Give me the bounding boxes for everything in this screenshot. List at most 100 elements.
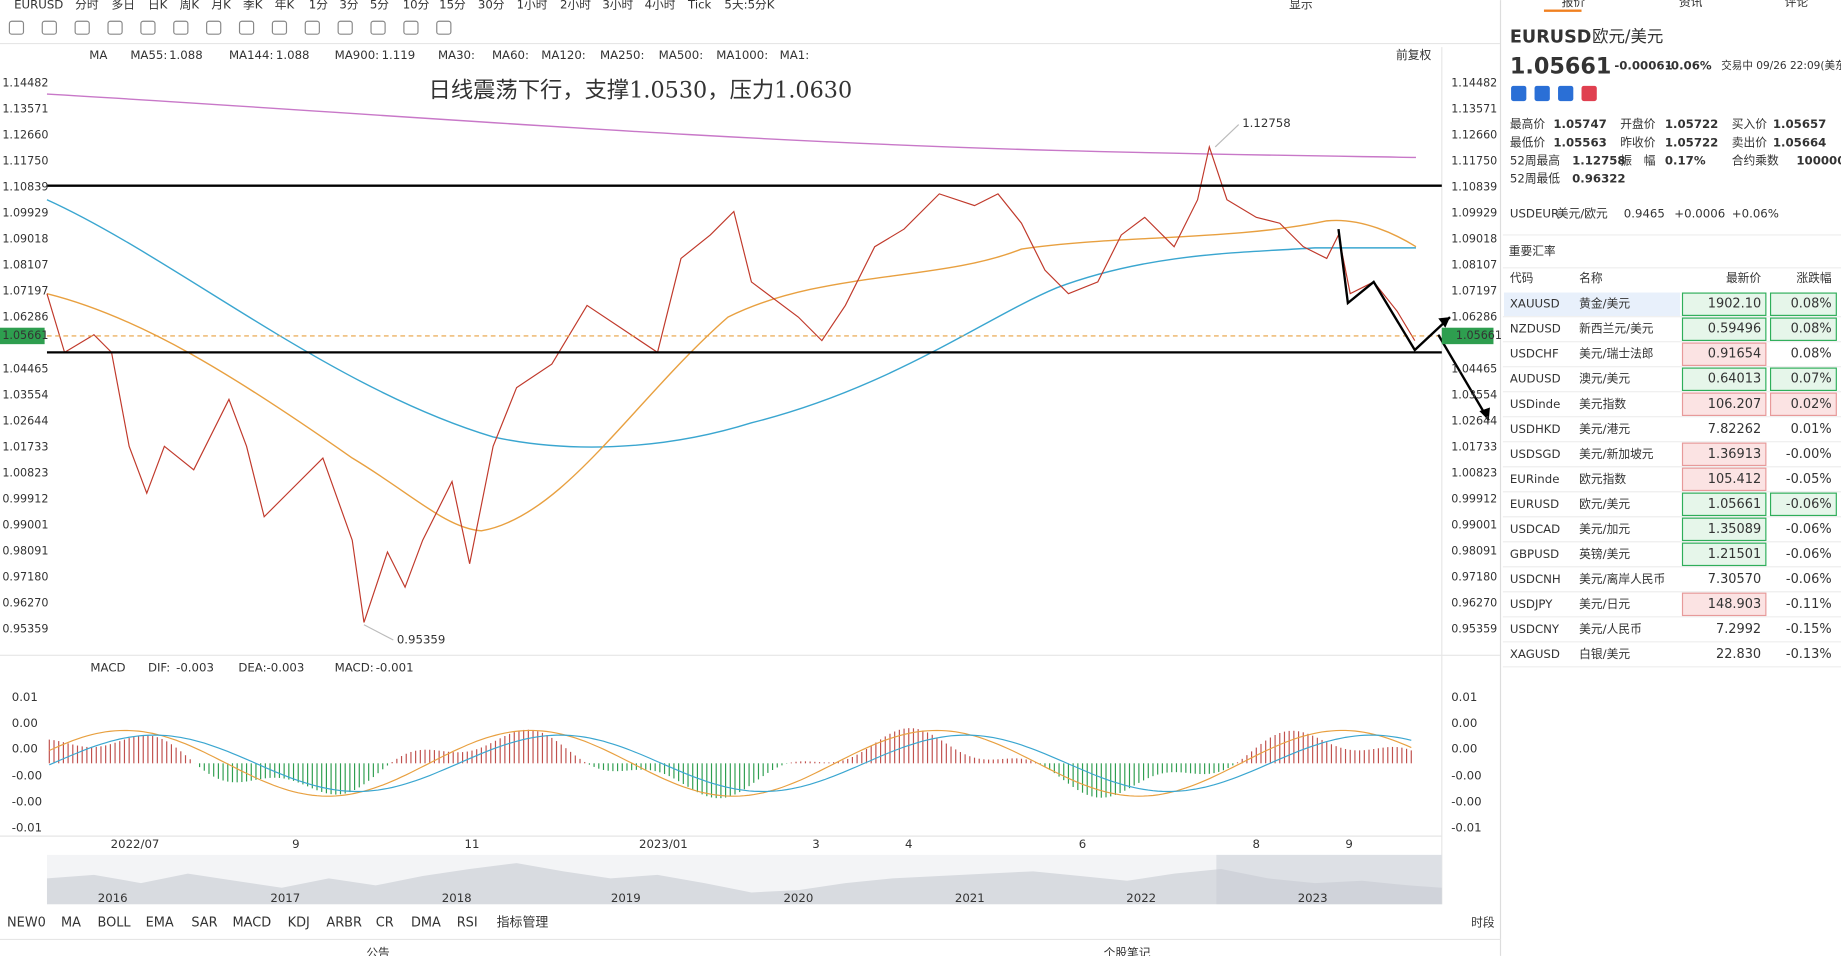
- indicator-tab[interactable]: DMA: [411, 915, 441, 930]
- row-name[interactable]: 澳元/美元: [1579, 372, 1630, 386]
- period-button[interactable]: 1分: [309, 0, 328, 11]
- period-button[interactable]: Tick: [687, 0, 712, 11]
- y-tick-label: 1.00823: [1451, 467, 1497, 480]
- tool-icon[interactable]: [173, 20, 189, 35]
- display-button[interactable]: 显示: [1289, 0, 1313, 11]
- tool-icon[interactable]: [41, 20, 57, 35]
- row-code[interactable]: USDCAD: [1510, 522, 1560, 536]
- row-name[interactable]: 美元/瑞士法郎: [1579, 347, 1653, 361]
- year-label: 2017: [270, 891, 300, 905]
- row-name[interactable]: 美元/新加坡元: [1579, 447, 1654, 461]
- indicator-tab[interactable]: ARBR: [326, 915, 362, 930]
- row-code[interactable]: XAUUSD: [1510, 297, 1560, 311]
- row-name[interactable]: 美元/日元: [1579, 597, 1630, 611]
- indicator-tab[interactable]: KDJ: [288, 915, 310, 930]
- row-code[interactable]: USDCNH: [1510, 572, 1561, 586]
- y-tick-label: 1.04465: [2, 363, 48, 376]
- period-button[interactable]: 10分: [403, 0, 430, 11]
- indicator-tab[interactable]: MA: [61, 915, 81, 930]
- tool-icon[interactable]: [74, 20, 90, 35]
- period-button[interactable]: 5天:5分K: [724, 0, 774, 11]
- tool-icon[interactable]: [107, 20, 123, 35]
- period-button[interactable]: 季K: [243, 0, 263, 11]
- symbol[interactable]: EURUSD: [14, 0, 63, 11]
- indicator-tab[interactable]: CR: [376, 915, 394, 930]
- period-button[interactable]: 3小时: [602, 0, 633, 11]
- period-button[interactable]: 年K: [275, 0, 295, 11]
- panel-tab[interactable]: 报价: [1562, 0, 1586, 9]
- y-tick-label: 1.07197: [2, 285, 48, 298]
- row-code[interactable]: EURUSD: [1510, 497, 1559, 511]
- panel-tab[interactable]: 资讯: [1679, 0, 1703, 9]
- period-button[interactable]: 3分: [339, 0, 358, 11]
- share-icon[interactable]: [1511, 85, 1527, 102]
- period-button[interactable]: 日K: [148, 0, 168, 11]
- indicator-tab[interactable]: RSI: [457, 915, 478, 930]
- indicator-tab[interactable]: EMA: [146, 915, 174, 930]
- period-button[interactable]: 2小时: [560, 0, 591, 11]
- indicator-tab[interactable]: SAR: [191, 915, 217, 930]
- tool-icon[interactable]: [140, 20, 156, 35]
- period-button[interactable]: 1小时: [517, 0, 548, 11]
- period-button[interactable]: 时段: [1471, 915, 1495, 929]
- tool-icon[interactable]: [403, 20, 419, 35]
- share-icon[interactable]: [1534, 85, 1550, 102]
- share-icon[interactable]: [1558, 85, 1574, 102]
- stat-label: 开盘价: [1620, 117, 1655, 131]
- row-name[interactable]: 欧元/美元: [1579, 497, 1630, 511]
- tool-icon[interactable]: [271, 20, 288, 35]
- period-button[interactable]: 4小时: [645, 0, 676, 11]
- row-name[interactable]: 美元/加元: [1579, 522, 1630, 536]
- row-code[interactable]: AUDUSD: [1510, 372, 1561, 386]
- adjust-button[interactable]: 前复权: [1396, 48, 1431, 62]
- row-code[interactable]: USDCNY: [1510, 622, 1560, 636]
- table-header: 名称: [1579, 271, 1603, 285]
- indicator-tab[interactable]: MACD: [232, 915, 271, 930]
- tool-icon[interactable]: [304, 20, 320, 35]
- row-name[interactable]: 英镑/美元: [1579, 547, 1630, 561]
- share-icon[interactable]: [1581, 85, 1597, 102]
- tool-icon[interactable]: [370, 20, 386, 35]
- row-code[interactable]: USDJPY: [1510, 597, 1553, 611]
- indicator-tab[interactable]: NEW0: [7, 915, 46, 930]
- period-button[interactable]: 周K: [180, 0, 200, 11]
- row-name[interactable]: 美元/离岸人民币: [1579, 572, 1665, 586]
- row-code[interactable]: NZDUSD: [1510, 322, 1561, 336]
- indicator-tab[interactable]: 指标管理: [497, 915, 549, 930]
- tool-icon[interactable]: [436, 20, 452, 35]
- row-code[interactable]: USDCHF: [1510, 347, 1559, 361]
- row-code[interactable]: USDSGD: [1510, 447, 1561, 461]
- tool-icon[interactable]: [8, 20, 25, 35]
- panel-price: 1.05661: [1510, 54, 1612, 80]
- row-name[interactable]: 黄金/美元: [1579, 297, 1630, 311]
- value-box: [1769, 292, 1837, 316]
- period-button[interactable]: 月K: [211, 0, 231, 11]
- row-name[interactable]: 美元指数: [1579, 397, 1626, 411]
- footer-tab[interactable]: 公告: [366, 946, 390, 956]
- period-button[interactable]: 15分: [439, 0, 466, 11]
- row-name[interactable]: 欧元指数: [1579, 472, 1626, 486]
- row-code[interactable]: EURinde: [1510, 472, 1560, 486]
- row-name[interactable]: 新西兰元/美元: [1579, 322, 1654, 336]
- row-code[interactable]: GBPUSD: [1510, 547, 1559, 561]
- panel-tab[interactable]: 评论: [1785, 0, 1809, 9]
- row-code[interactable]: USDHKD: [1510, 422, 1561, 436]
- row-name[interactable]: 美元/人民币: [1579, 622, 1642, 636]
- navigator-window[interactable]: [1216, 854, 1442, 905]
- period-button[interactable]: 分时: [75, 0, 99, 11]
- row-name[interactable]: 白银/美元: [1579, 647, 1630, 661]
- period-button[interactable]: 30分: [478, 0, 505, 11]
- tool-icon[interactable]: [337, 20, 353, 35]
- row-code[interactable]: XAGUSD: [1510, 647, 1560, 661]
- row-name[interactable]: 美元/港元: [1579, 422, 1630, 436]
- ma-inactive: MA1:: [780, 48, 810, 62]
- footer-tab[interactable]: 个股笔记: [1104, 946, 1151, 956]
- tool-icon[interactable]: [238, 20, 255, 35]
- stat-value: 1.05722: [1665, 117, 1718, 131]
- indicator-tab[interactable]: BOLL: [97, 915, 131, 930]
- period-button[interactable]: 多日: [112, 0, 135, 11]
- period-button[interactable]: 5分: [370, 0, 389, 11]
- row-code[interactable]: USDinde: [1510, 397, 1560, 411]
- tool-icon[interactable]: [206, 20, 222, 35]
